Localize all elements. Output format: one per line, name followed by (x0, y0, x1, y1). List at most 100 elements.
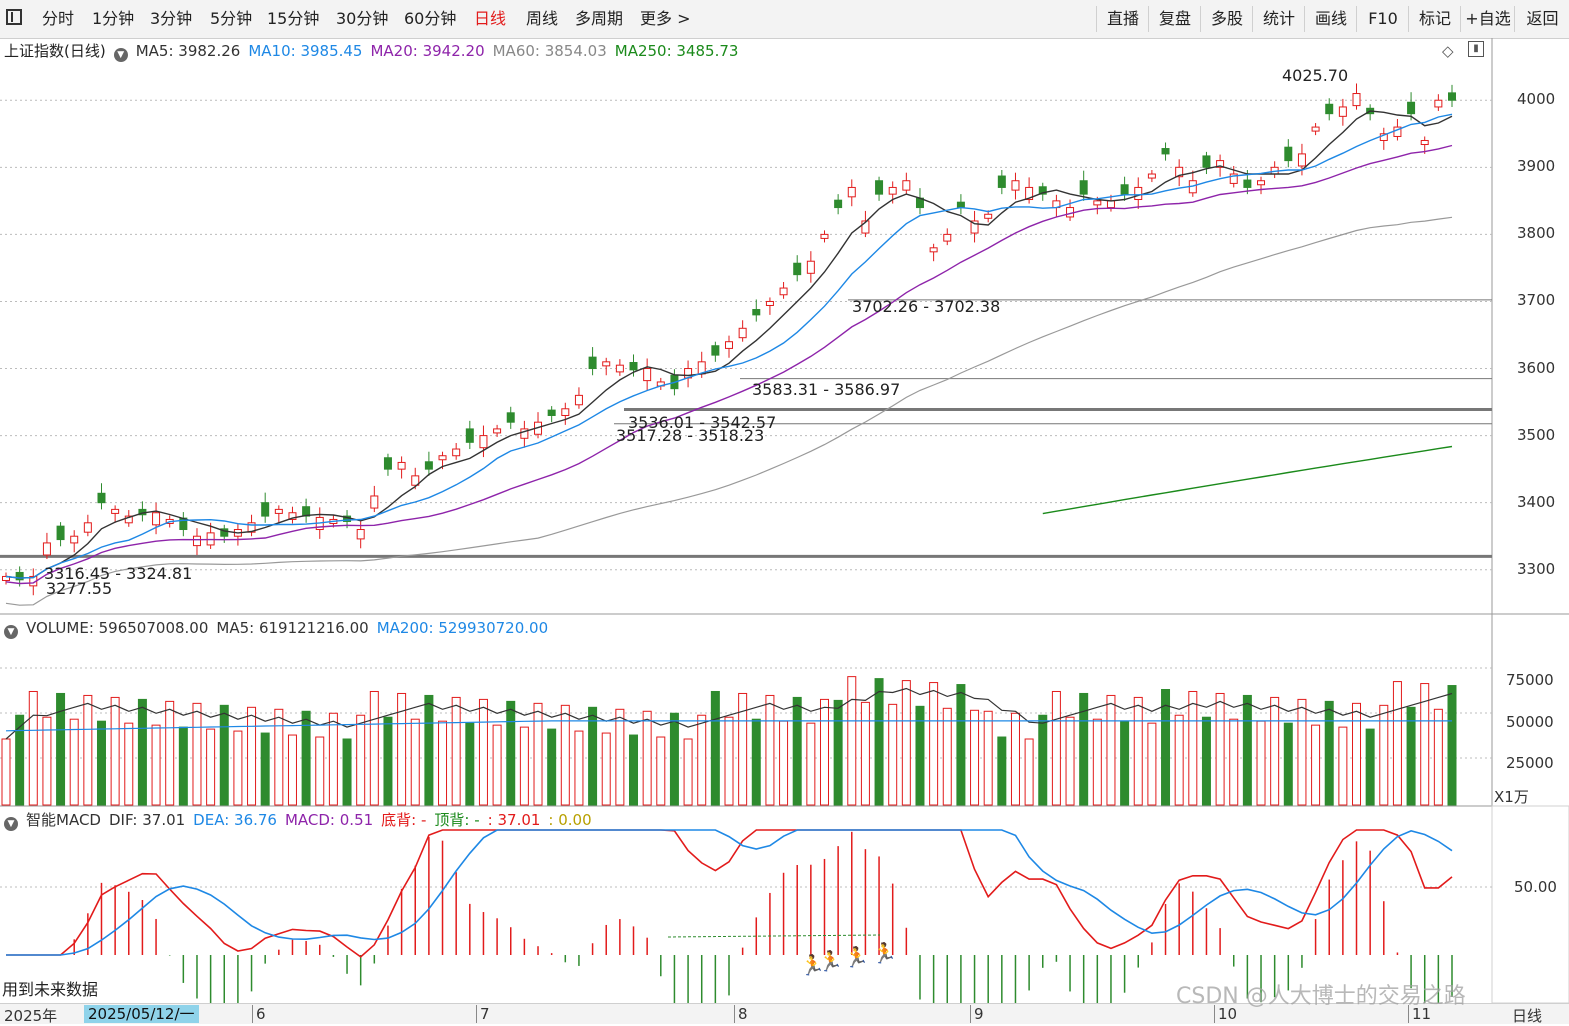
macd-indicator-line: ▼ 智能MACD DIF: 37.01 DEA: 36.76 MACD: 0.51 底背:… (4, 809, 608, 831)
candle-body (1202, 155, 1211, 168)
candle-body (847, 186, 856, 198)
toolbar-button-3[interactable]: 统计 (1252, 6, 1305, 32)
volume-bar (1420, 683, 1430, 806)
volume-bar (1338, 726, 1348, 806)
candle-body (765, 300, 774, 306)
diamond-icon[interactable]: ◇ (1442, 42, 1454, 60)
volume-bar (247, 706, 257, 806)
macd-indicator-7: : 0.00 (548, 811, 592, 829)
period-tab-2[interactable]: 3分钟 (150, 9, 193, 28)
candle-body (1420, 139, 1429, 146)
candle-body (970, 220, 979, 234)
volume-bar (478, 698, 488, 806)
price-ytick: 3600 (1517, 358, 1556, 377)
period-label[interactable]: 日线 (1512, 1007, 1543, 1025)
candle-body (1257, 180, 1266, 186)
volume-bar (410, 718, 420, 806)
candle-body (1025, 186, 1034, 201)
volume-bar (942, 707, 952, 806)
candle-body (615, 364, 624, 373)
price-ytick: 3800 (1517, 224, 1556, 243)
volume-bar (1161, 689, 1171, 806)
candle-body (984, 213, 993, 219)
toolbar-button-6[interactable]: 标记 (1408, 6, 1461, 32)
period-tab-10[interactable]: 更多 > (640, 9, 691, 28)
candle-body (479, 435, 488, 449)
macd-indicator-6: : 37.01 (487, 811, 541, 829)
candle-body (1311, 126, 1320, 132)
toolbar-button-0[interactable]: 直播 (1096, 6, 1149, 32)
ma5-line (5, 110, 1453, 579)
period-tab-7[interactable]: 日线 (474, 9, 507, 28)
price-ytick: 3300 (1517, 559, 1556, 578)
collapse-icon[interactable]: ▼ (4, 625, 18, 639)
volume-bar (1283, 722, 1293, 806)
candle-body (97, 492, 106, 504)
period-tab-6[interactable]: 60分钟 (404, 9, 457, 28)
period-tab-8[interactable]: 周线 (526, 9, 559, 28)
period-tab-0[interactable]: 分时 (42, 9, 75, 28)
candle-body (1448, 92, 1456, 101)
candle-body (779, 287, 788, 296)
candle-body (752, 309, 761, 316)
volume-bar (1406, 706, 1416, 806)
collapse-icon[interactable]: ▼ (4, 817, 18, 831)
period-tab-4[interactable]: 15分钟 (267, 9, 320, 28)
volume-bar (956, 684, 966, 806)
volume-bar (819, 698, 829, 806)
volume-bar (96, 720, 106, 806)
period-tab-9[interactable]: 多周期 (575, 9, 624, 28)
volume-ma200-line (5, 720, 1452, 732)
volume-ytick: 50000 (1506, 712, 1554, 731)
month-label: 9 (970, 1005, 984, 1023)
ma250-line (1042, 445, 1453, 515)
toolbar-button-1[interactable]: 复盘 (1148, 6, 1201, 32)
candle-body (1297, 153, 1306, 167)
candle-body (452, 448, 461, 457)
main-title[interactable]: 上证指数(日线) (4, 42, 106, 60)
toolbar-button-4[interactable]: 画线 (1304, 6, 1357, 32)
period-tab-1[interactable]: 1分钟 (92, 9, 135, 28)
candle-body (1216, 160, 1225, 168)
volume-bar (83, 694, 93, 806)
price-ytick: 3400 (1517, 492, 1556, 511)
ma60-line (5, 216, 1453, 606)
toolbar-button-8[interactable]: 返回 (1514, 6, 1569, 32)
macd-indicator-5: 顶背: - (434, 811, 480, 829)
level-label: 3583.31 - 3586.97 (752, 380, 900, 399)
candle-body (1106, 200, 1115, 209)
volume-bar (915, 705, 925, 806)
toolbar-button-5[interactable]: F10 (1356, 6, 1409, 32)
volume-bar (1242, 694, 1252, 806)
window-icon[interactable]: ▮ (1468, 41, 1484, 57)
candle-body (902, 180, 911, 191)
volume-ytick: 75000 (1506, 671, 1554, 690)
volume-bar (519, 726, 529, 806)
macd-indicator-3: MACD: 0.51 (284, 811, 374, 829)
toolbar-button-2[interactable]: 多股 (1200, 6, 1253, 32)
volume-bar (383, 716, 393, 806)
period-tab-5[interactable]: 30分钟 (336, 9, 389, 28)
volume-bar (847, 676, 857, 806)
volume-bar (506, 700, 516, 806)
sidebar-toggle-icon[interactable] (6, 9, 22, 25)
volume-bar (669, 712, 679, 806)
candle-body (1147, 173, 1156, 179)
volume-bar (1311, 724, 1321, 806)
toolbar-button-7[interactable]: +自选 (1460, 6, 1515, 32)
volume-bar (779, 720, 789, 806)
period-tab-3[interactable]: 5分钟 (210, 9, 253, 28)
candle-body (438, 455, 447, 461)
macd-signal-dash (667, 934, 881, 938)
month-label: 6 (252, 1005, 266, 1023)
volume-bar (710, 690, 720, 806)
candle-body (875, 180, 884, 195)
macd-ytick: 50.00 (1514, 878, 1557, 896)
candle-body (643, 368, 652, 382)
volume-indicator-1: MA5: 619121216.00 (216, 619, 369, 637)
collapse-icon[interactable]: ▼ (113, 48, 128, 62)
volume-bar (792, 696, 802, 806)
volume-bar (219, 704, 229, 806)
volume-bar (588, 706, 598, 806)
